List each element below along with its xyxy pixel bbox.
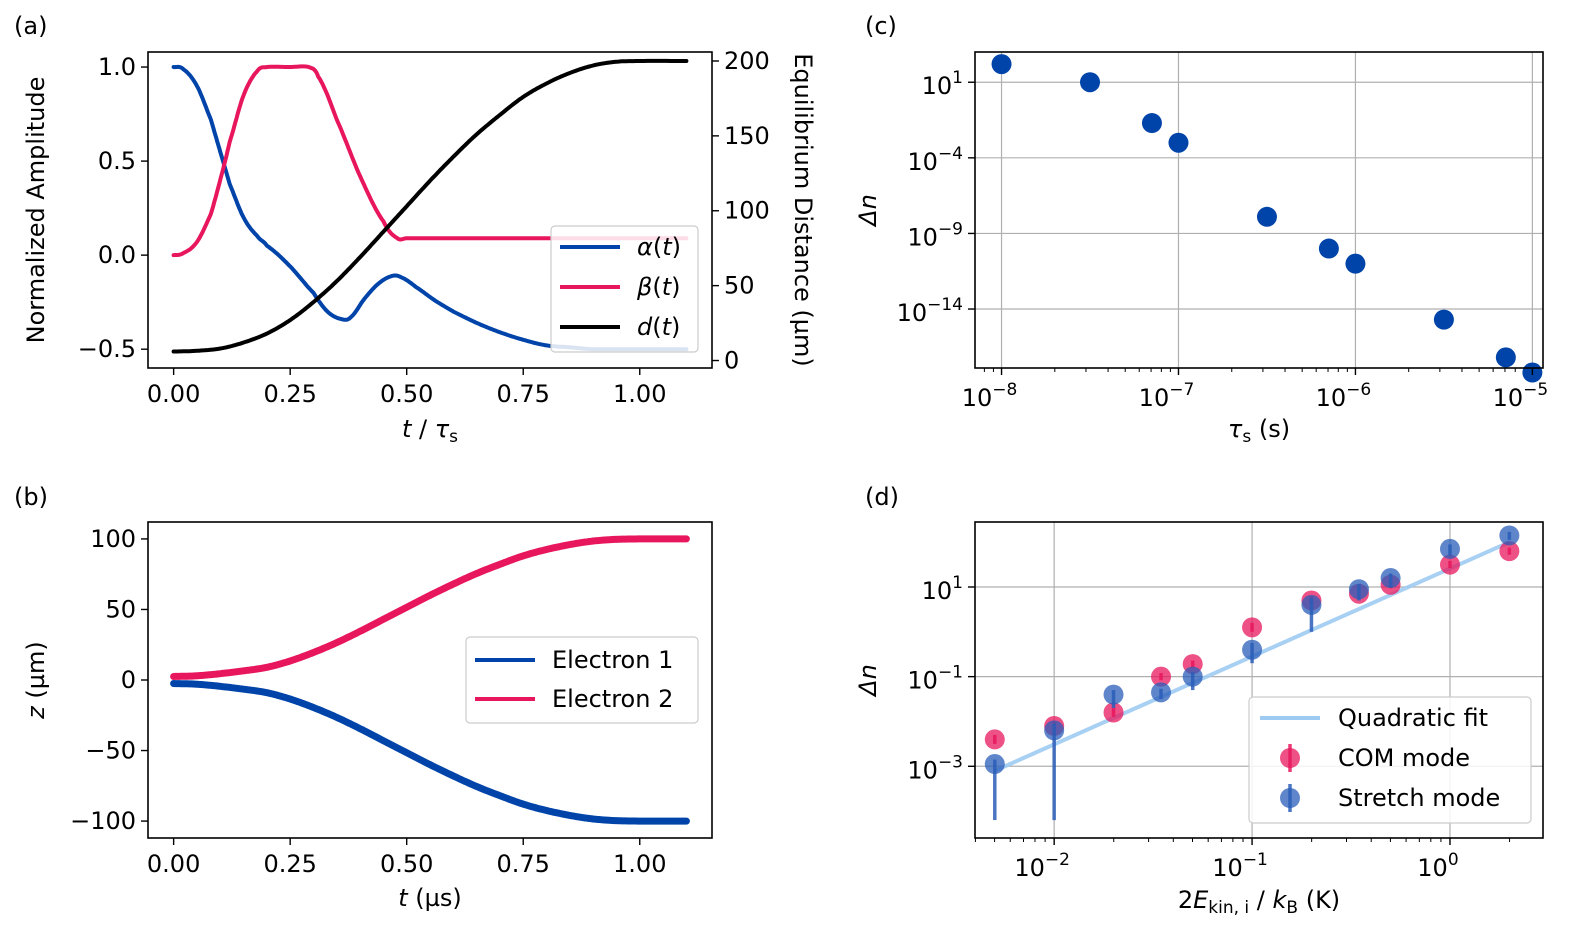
y-tick-label: 50 [105, 595, 136, 623]
stretch-point [1440, 539, 1460, 559]
x-tick-label: 1.00 [613, 380, 666, 408]
legend: α(t) β(t) d(t) [551, 226, 698, 352]
y-tick-label: 0.0 [98, 241, 136, 269]
y2-tick-label: 100 [724, 197, 770, 225]
data-point [1080, 72, 1100, 92]
y-axis-label: Normalized Amplitude [22, 77, 50, 344]
data-point [1345, 254, 1365, 274]
y2-axis-label: Equilibrium Distance (µm) [789, 53, 817, 367]
x-tick-label: 10−6 [1316, 380, 1372, 412]
com-point [1242, 617, 1262, 637]
panel-label-d: (d) [865, 483, 899, 511]
legend-label: Quadratic fit [1338, 704, 1488, 732]
x-tick-label: 0.75 [497, 850, 550, 878]
data-point [1142, 113, 1162, 133]
stretch-point [1183, 667, 1203, 687]
y2-tick-label: 50 [724, 272, 755, 300]
y-axis-label: Δn [854, 664, 882, 698]
x-tick-label: 10−5 [1493, 380, 1549, 412]
x-tick-label: 100 [1417, 850, 1458, 882]
stretch-point [1499, 525, 1519, 545]
x-tick-label: 10−8 [962, 380, 1018, 412]
legend: Electron 1 Electron 2 [466, 637, 698, 723]
legend-label: COM mode [1338, 744, 1470, 772]
stretch-point [1301, 595, 1321, 615]
y-tick-label: 10−1 [907, 663, 963, 695]
panel-b: 0.00 0.25 0.50 0.75 1.00 −100 −50 0 50 100 t (µs) z… [22, 522, 712, 912]
com-point [985, 729, 1005, 749]
y-tick-label: −100 [70, 807, 136, 835]
x-tick-label: 1.00 [613, 850, 666, 878]
legend-label: β(t) [636, 273, 681, 301]
y2-tick-label: 0 [724, 347, 739, 375]
y-axis-label: Δn [854, 194, 882, 228]
x-tick-label: 0.50 [380, 850, 433, 878]
panel-label-b: (b) [14, 483, 48, 511]
x-axis-label: 2Ekin, i / kB (K) [1178, 886, 1340, 918]
x-tick-label: 0.25 [263, 850, 316, 878]
x-tick-label: 10−1 [1212, 850, 1268, 882]
panel-d: 10−2 10−1 100 101 10−1 10−3 2Ekin, i / kB (K) Δ… [854, 522, 1543, 918]
x-axis-label: t / τs [402, 415, 458, 447]
stretch-point [985, 754, 1005, 774]
stretch-point [1104, 685, 1124, 705]
panel-label-c: (c) [865, 12, 897, 40]
y-tick-label: 10−4 [907, 144, 963, 176]
data-point [1496, 347, 1516, 367]
legend-label: α(t) [637, 233, 681, 261]
stretch-point [1381, 568, 1401, 588]
x-tick-label: 0.50 [380, 380, 433, 408]
y-tick-label: 0 [121, 666, 136, 694]
y2-tick-label: 200 [724, 47, 770, 75]
y2-tick-label: 150 [724, 122, 770, 150]
y-axis-label: z (µm) [22, 641, 50, 720]
y-tick-label: −0.5 [78, 335, 136, 363]
plot-frame [975, 52, 1543, 368]
y-tick-label: 101 [922, 573, 963, 605]
x-axis-label: t (µs) [398, 884, 462, 912]
data-point [1434, 310, 1454, 330]
data-point [992, 54, 1012, 74]
stretch-point [1242, 640, 1262, 660]
y-tick-label: 10−9 [907, 219, 963, 251]
legend-swatch-marker [1280, 788, 1300, 808]
y-tick-label: 0.5 [98, 147, 136, 175]
y-tick-label: 101 [922, 68, 963, 100]
x-tick-label: 0.75 [497, 380, 550, 408]
panel-a: 0.00 0.25 0.50 0.75 1.00−0.50.00.51.00501001… [22, 47, 817, 447]
x-axis-label: τs (s) [1228, 415, 1290, 447]
legend: Quadratic fit COM mode Stretch mode [1249, 697, 1531, 823]
data-point [1319, 239, 1339, 259]
panel-c: 10−8 10−7 10−6 10−5 101 10−4 10−9 10−14 τs (s) Δn [854, 52, 1548, 447]
legend-label: Electron 1 [552, 646, 673, 674]
x-tick-label: 0.00 [147, 850, 200, 878]
legend-label: Stretch mode [1338, 784, 1500, 812]
stretch-point [1349, 579, 1369, 599]
y-tick-label: −50 [85, 737, 136, 765]
data-point [1168, 133, 1188, 153]
y-tick-label: 10−3 [907, 752, 963, 784]
stretch-point [1151, 682, 1171, 702]
panel-label-a: (a) [14, 12, 47, 40]
x-tick-label: 10−7 [1139, 380, 1195, 412]
legend-swatch-marker [1280, 748, 1300, 768]
x-tick-label: 0.25 [263, 380, 316, 408]
y-tick-label: 1.0 [98, 53, 136, 81]
legend-label: d(t) [637, 313, 680, 341]
stretch-point [1044, 720, 1064, 740]
data-point [1257, 207, 1277, 227]
y-tick-label: 100 [90, 525, 136, 553]
x-tick-label: 0.00 [147, 380, 200, 408]
x-tick-label: 10−2 [1014, 850, 1070, 882]
legend-label: Electron 2 [552, 685, 673, 713]
y-tick-label: 10−14 [897, 295, 963, 327]
